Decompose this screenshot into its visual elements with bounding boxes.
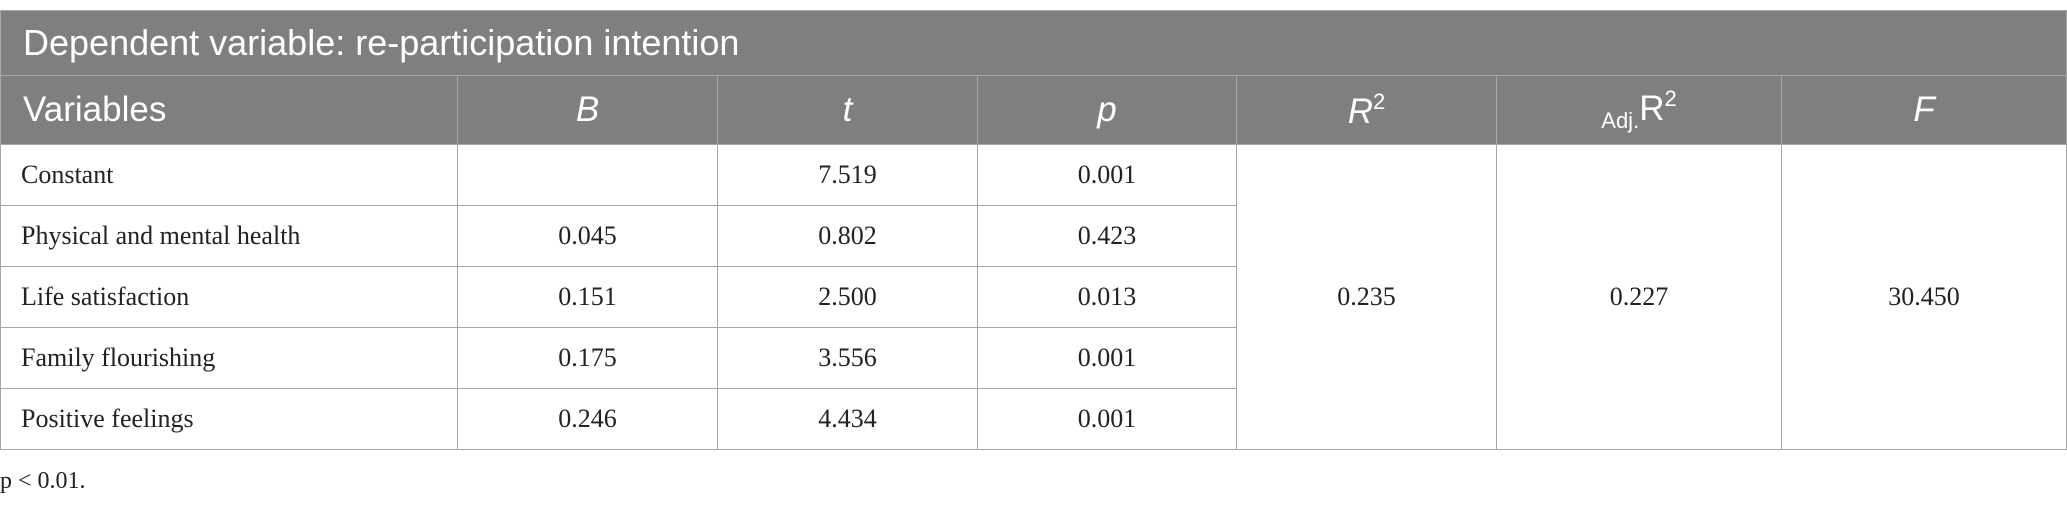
column-header: Adj.R2 [1496,75,1782,145]
table-cell: Constant [0,144,458,206]
table-cell: 0.013 [977,266,1237,328]
column-header: F [1780,75,2067,145]
header-text: p [1097,90,1117,129]
model-statistic: 0.227 [1496,144,1782,450]
header-text: B [575,90,600,129]
table-cell: 7.519 [717,144,978,206]
table-row: Constant 7.519 0.001 0.235 0.227 30.450 [0,144,2067,450]
table-body: Constant 7.519 0.001 0.235 0.227 30.450 Physic… [0,144,2067,450]
header-subscript: Adj. [1601,108,1640,133]
table-title: Dependent variable: re-participation int… [0,10,2067,76]
header-text: R [1639,89,1665,128]
table-cell: 0.045 [457,205,718,267]
table-cell: 0.151 [457,266,718,328]
table-cell: 0.175 [457,327,718,389]
header-text: Variables [23,90,167,129]
column-header: R2 [1236,75,1497,145]
table-cell: 0.802 [717,205,978,267]
table-cell: 0.001 [977,388,1237,450]
column-header: Variables [0,75,458,145]
header-text: F [1913,90,1935,129]
header-superscript: 2 [1373,88,1386,114]
model-statistic: 30.450 [1780,144,2067,450]
table-cell: 4.434 [717,388,978,450]
table-cell: Physical and mental health [0,205,458,267]
header-text: t [842,90,853,129]
table-cell: 0.246 [457,388,718,450]
table-cell: 0.423 [977,205,1237,267]
table-cell: Family flourishing [0,327,458,389]
empty-cell [457,144,718,206]
title-row: Dependent variable: re-participation int… [0,10,2067,76]
table-cell: 2.500 [717,266,978,328]
header-text: R [1347,91,1374,131]
header-superscript: 2 [1664,86,1677,111]
table-cell: Positive feelings [0,388,458,450]
footnote: p < 0.01. [0,468,86,494]
table-row: Life satisfaction 0.151 2.500 0.013 [0,266,2067,328]
table-cell: Life satisfaction [0,266,458,328]
table-row: Family flourishing 0.175 3.556 0.001 [0,327,2067,389]
model-statistic: 0.235 [1236,144,1497,450]
table-cell: 0.001 [977,144,1237,206]
column-header: B [457,75,718,145]
column-header: p [977,75,1237,145]
column-header: t [717,75,978,145]
regression-table: Dependent variable: re-participation int… [0,10,2067,450]
table-cell: 0.001 [977,327,1237,389]
table-row: Positive feelings 0.246 4.434 0.001 [0,388,2067,450]
table-cell: 3.556 [717,327,978,389]
